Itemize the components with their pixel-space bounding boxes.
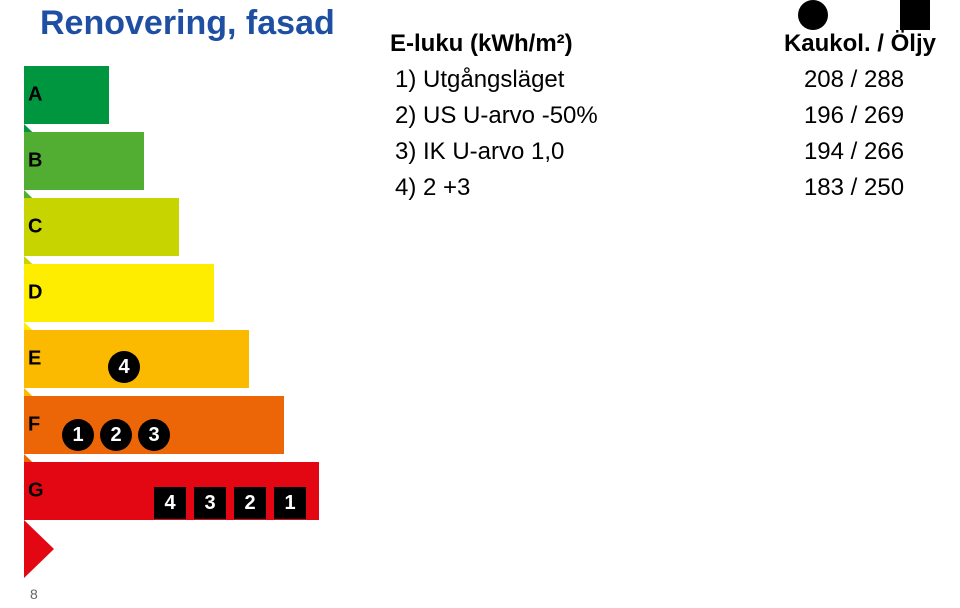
energy-letter: D [28, 282, 42, 305]
energy-letter: C [28, 216, 42, 239]
marker-square: 3 [194, 487, 226, 519]
energy-row-e: E [24, 330, 384, 388]
circle-icon [798, 0, 828, 30]
column-header-eluku: E-luku (kWh/m²) [390, 30, 573, 58]
page-title: Renovering, fasad [40, 4, 335, 43]
energy-arrow-head [24, 520, 384, 578]
data-row-value: 196 / 269 [794, 102, 914, 130]
energy-row-c: C [24, 198, 384, 256]
marker-circle: 4 [108, 351, 140, 383]
data-row-label: 3) IK U-arvo 1,0 [395, 138, 564, 166]
marker-circle: 3 [138, 419, 170, 451]
data-row-label: 2) US U-arvo -50% [395, 102, 598, 130]
marker-square: 4 [154, 487, 186, 519]
energy-bar [24, 198, 179, 256]
energy-letter: E [28, 348, 41, 371]
data-row-label: 4) 2 +3 [395, 174, 470, 202]
marker-square: 1 [274, 487, 306, 519]
marker-circle: 2 [100, 419, 132, 451]
energy-rating-chart: ABCDEFG41234321 [24, 66, 384, 528]
column-header-kaukol: Kaukol. / Öljy [784, 30, 936, 58]
data-row-value: 194 / 266 [794, 138, 914, 166]
marker-square: 2 [234, 487, 266, 519]
energy-letter: F [28, 414, 40, 437]
page-number: 8 [30, 586, 38, 602]
energy-letter: A [28, 84, 42, 107]
square-icon [900, 0, 930, 30]
data-row-label: 1) Utgångsläget [395, 66, 564, 94]
data-row-value: 208 / 288 [794, 66, 914, 94]
data-row-value: 183 / 250 [794, 174, 914, 202]
energy-row-b: B [24, 132, 384, 190]
energy-row-d: D [24, 264, 384, 322]
marker-circle: 1 [62, 419, 94, 451]
energy-letter: G [28, 480, 44, 503]
energy-letter: B [28, 150, 42, 173]
energy-row-a: A [24, 66, 384, 124]
energy-bar [24, 264, 214, 322]
